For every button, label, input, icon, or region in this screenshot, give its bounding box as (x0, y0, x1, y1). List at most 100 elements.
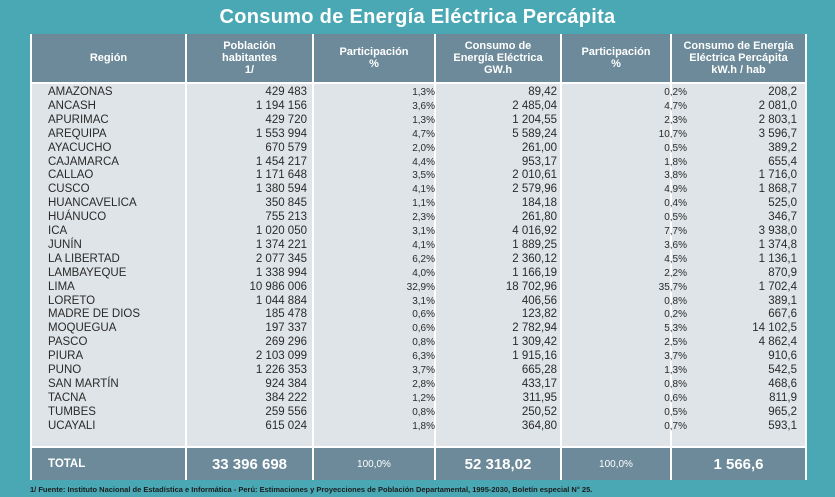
cell-poblacion: 615 024 (265, 419, 307, 432)
total-percapita: 1 566,6 (672, 448, 805, 480)
cell-participacion-poblacion: 0,8% (412, 337, 435, 349)
cell-participacion-poblacion: 2,3% (412, 212, 435, 224)
cell-consumo: 123,82 (521, 308, 557, 321)
cell-region: LORETO (48, 294, 96, 307)
cell-region: LAMBAYEQUE (48, 266, 127, 279)
cell-consumo: 250,52 (521, 405, 557, 418)
table-row: UCAYALI 615 024 1,8% 364,80 0,7% 593,1 (30, 420, 807, 434)
cell-region: SAN MARTÍN (48, 377, 119, 390)
cell-participacion-consumo: 1,8% (664, 156, 687, 168)
column-poblacion (187, 84, 312, 446)
cell-percapita: 1 374,8 (758, 238, 797, 251)
cell-poblacion: 1 171 648 (255, 169, 307, 182)
cell-region: MADRE DE DIOS (48, 308, 141, 321)
cell-percapita: 525,0 (768, 197, 797, 210)
cell-percapita: 3 938,0 (758, 225, 797, 237)
cell-consumo: 1 889,25 (512, 238, 557, 251)
cell-participacion-consumo: 4,7% (664, 100, 687, 112)
total-label: TOTAL (32, 448, 185, 480)
cell-percapita: 1 702,4 (758, 280, 797, 293)
cell-percapita: 4 862,4 (758, 336, 797, 349)
cell-poblacion: 1 454 217 (255, 155, 307, 168)
cell-consumo: 953,17 (521, 155, 557, 168)
cell-participacion-poblacion: 6,2% (412, 253, 435, 265)
table-row: HUÁNUCO 755 213 2,3% 261,80 0,5% 346,7 (30, 211, 807, 225)
cell-participacion-poblacion: 1,1% (412, 198, 435, 210)
table-row: SAN MARTÍN 924 384 2,8% 433,17 0,8% 468,6 (30, 378, 807, 392)
cell-consumo: 1 204,55 (512, 113, 557, 126)
cell-poblacion: 2 103 099 (255, 350, 307, 363)
cell-percapita: 910,6 (768, 350, 797, 363)
cell-participacion-consumo: 3,8% (664, 170, 687, 182)
cell-percapita: 965,2 (768, 405, 797, 418)
table-row: LORETO 1 044 884 3,1% 406,56 0,8% 389,1 (30, 295, 807, 309)
cell-participacion-poblacion: 2,8% (412, 378, 435, 390)
cell-region: PUNO (48, 364, 82, 376)
table-row: LAMBAYEQUE 1 338 994 4,0% 1 166,19 2,2% 870,9 (30, 267, 807, 281)
cell-participacion-consumo: 0,6% (664, 392, 687, 404)
cell-percapita: 1 136,1 (758, 252, 797, 265)
cell-poblacion: 1 194 156 (255, 99, 307, 112)
cell-percapita: 14 102,5 (752, 322, 797, 335)
table-row: LIMA 10 986 006 32,9% 18 702,96 35,7% 1 702,4 (30, 281, 807, 295)
cell-percapita: 346,7 (768, 211, 797, 224)
cell-percapita: 1 716,0 (758, 169, 797, 182)
cell-consumo: 2 782,94 (512, 322, 557, 335)
table-row: TUMBES 259 556 0,8% 250,52 0,5% 965,2 (30, 406, 807, 420)
cell-percapita: 2 081,0 (758, 99, 797, 112)
cell-participacion-poblacion: 1,3% (412, 87, 435, 98)
table-row: CAJAMARCA 1 454 217 4,4% 953,17 1,8% 655,4 (30, 156, 807, 170)
total-poblacion: 33 396 698 (187, 448, 312, 480)
source-footnote: 1/ Fuente: Instituto Nacional de Estadís… (30, 485, 593, 494)
cell-consumo: 2 579,96 (512, 183, 557, 196)
cell-consumo: 18 702,96 (505, 280, 557, 293)
column-participacion-consumo (562, 84, 670, 446)
cell-participacion-poblacion: 0,6% (412, 323, 435, 335)
cell-consumo: 1 309,42 (512, 336, 557, 349)
cell-region: CALLAO (48, 169, 94, 182)
cell-region: HUÁNUCO (48, 211, 107, 224)
cell-participacion-consumo: 0,7% (664, 420, 687, 432)
cell-participacion-consumo: 2,3% (664, 114, 687, 126)
cell-consumo: 2 010,61 (512, 169, 557, 182)
table-row: AREQUIPA 1 553 994 4,7% 5 589,24 10,7% 3 596,… (30, 128, 807, 142)
table-row: ANCASH 1 194 156 3,6% 2 485,04 4,7% 2 081,0 (30, 100, 807, 114)
cell-percapita: 655,4 (768, 155, 797, 168)
cell-percapita: 3 596,7 (758, 127, 797, 140)
table-row: AYACUCHO 670 579 2,0% 261,00 0,5% 389,2 (30, 142, 807, 156)
table-row: MOQUEGUA 197 337 0,6% 2 782,94 5,3% 14 102,5 (30, 322, 807, 336)
cell-participacion-poblacion: 4,7% (412, 128, 435, 140)
cell-poblacion: 2 077 345 (255, 252, 307, 265)
header-poblacion: Población habitantes 1/ (187, 34, 312, 82)
header-participacion-poblacion: Participación% (314, 34, 434, 82)
cell-percapita: 208,2 (768, 86, 797, 98)
cell-region: PASCO (48, 336, 88, 349)
cell-consumo: 665,28 (521, 364, 557, 376)
cell-participacion-poblacion: 32,9% (406, 281, 435, 293)
cell-percapita: 811,9 (769, 391, 797, 404)
cell-participacion-consumo: 2,5% (664, 337, 687, 349)
cell-poblacion: 384 222 (265, 391, 307, 404)
cell-participacion-poblacion: 6,3% (412, 351, 435, 363)
cell-consumo: 406,56 (521, 294, 557, 307)
cell-participacion-consumo: 0,5% (664, 142, 687, 154)
cell-poblacion: 10 986 006 (249, 280, 307, 293)
cell-consumo: 89,42 (528, 86, 557, 98)
cell-poblacion: 1 044 884 (255, 294, 307, 307)
table-row: PUNO 1 226 353 3,7% 665,28 1,3% 542,5 (30, 364, 807, 378)
cell-participacion-consumo: 0,2% (664, 87, 687, 98)
table-row: LA LIBERTAD 2 077 345 6,2% 2 360,12 4,5% 1 13… (30, 253, 807, 267)
cell-percapita: 389,2 (768, 141, 797, 154)
cell-participacion-poblacion: 2,0% (412, 142, 435, 154)
cell-participacion-poblacion: 4,0% (412, 267, 435, 279)
cell-region: JUNÍN (48, 238, 82, 251)
cell-participacion-poblacion: 0,8% (412, 406, 435, 418)
cell-poblacion: 350 845 (265, 197, 307, 210)
cell-region: ANCASH (48, 99, 96, 112)
table-row: APURIMAC 429 720 1,3% 1 204,55 2,3% 2 803,1 (30, 114, 807, 128)
cell-consumo: 4 016,92 (512, 225, 557, 237)
total-participacion-poblacion: 100,0% (314, 448, 434, 480)
cell-consumo: 311,95 (522, 391, 557, 404)
cell-participacion-consumo: 0,8% (664, 295, 687, 307)
cell-region: LIMA (48, 280, 75, 293)
